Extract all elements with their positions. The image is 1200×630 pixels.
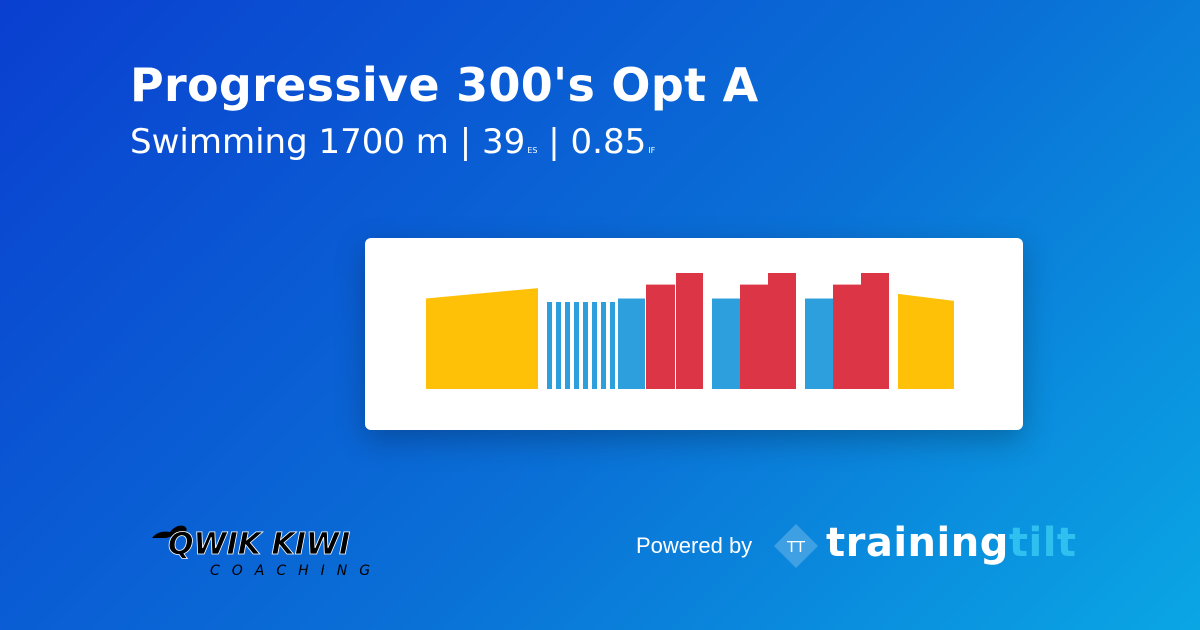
brand-name-part1: training bbox=[826, 520, 1009, 566]
workout-structure-chart bbox=[426, 273, 954, 389]
workout-title: Progressive 300's Opt A bbox=[130, 58, 759, 112]
workout-chart-card bbox=[365, 238, 1023, 430]
trainingtilt-diamond-icon: TT bbox=[774, 524, 818, 568]
workout-subtitle: Swimming 1700 m | 39 ES | 0.85 IF bbox=[130, 122, 655, 162]
interval-bar-moderate bbox=[592, 302, 597, 389]
interval-bar-moderate bbox=[565, 302, 570, 389]
coach-logo-text: QWIK KIWI bbox=[168, 527, 350, 562]
brand-name-part2: tilt bbox=[1008, 520, 1077, 566]
distance-value: 1700 m bbox=[318, 122, 449, 162]
interval-bar-easy bbox=[898, 293, 954, 389]
interval-bar-moderate bbox=[547, 302, 552, 389]
interval-bar-moderate bbox=[574, 302, 579, 389]
interval-bar-hard bbox=[861, 273, 889, 389]
if-value: 0.85 bbox=[570, 122, 647, 162]
separator: | bbox=[459, 122, 472, 162]
trainingtilt-logo[interactable]: trainingtilt bbox=[826, 520, 1077, 566]
interval-bar-hard bbox=[646, 284, 675, 389]
if-unit: IF bbox=[648, 146, 656, 155]
es-value: 39 bbox=[482, 122, 526, 162]
interval-bar-hard bbox=[740, 284, 768, 389]
brand-mark-text: TT bbox=[786, 538, 806, 556]
powered-by-label: Powered by bbox=[636, 533, 753, 558]
kiwi-bird-icon: QWIK KIWI COACHING bbox=[152, 525, 382, 579]
interval-bar-hard bbox=[768, 273, 796, 389]
separator: | bbox=[548, 122, 560, 162]
es-unit: ES bbox=[527, 146, 538, 155]
interval-bar-easy bbox=[426, 288, 538, 389]
interval-bar-moderate bbox=[583, 302, 588, 389]
interval-bar-moderate bbox=[601, 302, 606, 389]
interval-bar-moderate bbox=[805, 298, 833, 389]
interval-bar-moderate bbox=[712, 298, 740, 389]
coach-logo: QWIK KIWI COACHING bbox=[148, 520, 468, 580]
interval-bar-moderate bbox=[618, 298, 645, 389]
interval-bar-hard bbox=[833, 284, 861, 389]
coach-logo-sub: COACHING bbox=[210, 563, 382, 579]
sport-label: Swimming bbox=[130, 122, 308, 162]
interval-bar-moderate bbox=[610, 302, 615, 389]
interval-bar-moderate bbox=[556, 302, 561, 389]
interval-bar-hard bbox=[676, 273, 703, 389]
